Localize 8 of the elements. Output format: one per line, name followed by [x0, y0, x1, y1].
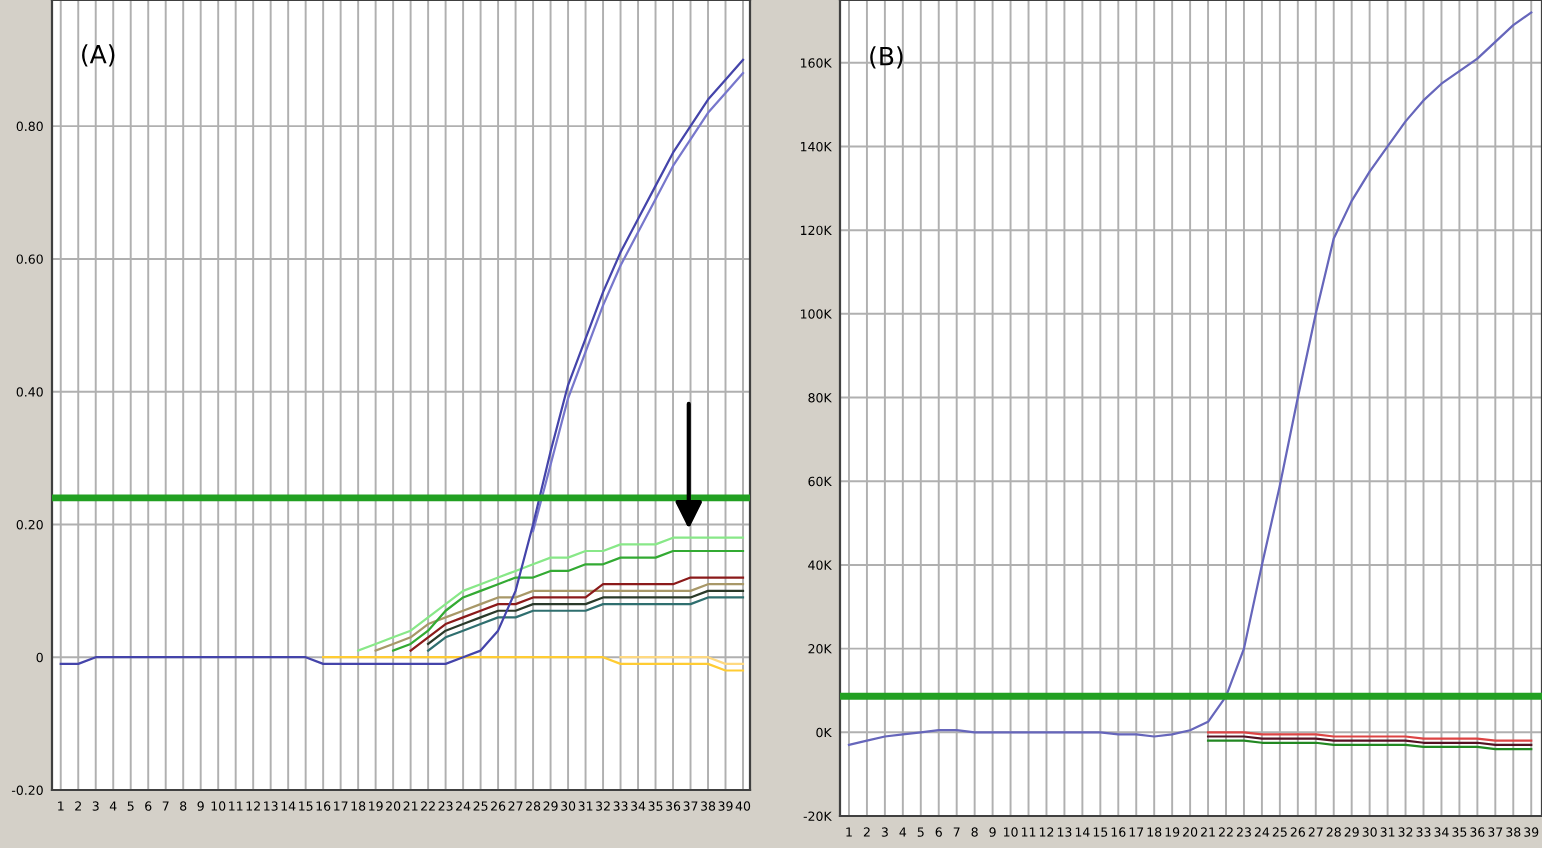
line-series [409, 576, 745, 652]
line-series [374, 583, 745, 652]
line-series [357, 536, 745, 652]
annotation: (A) [82, 44, 115, 67]
annotation: (B) [870, 46, 903, 69]
line-series [531, 71, 745, 533]
line-series [847, 11, 1533, 746]
line-series [392, 549, 745, 652]
